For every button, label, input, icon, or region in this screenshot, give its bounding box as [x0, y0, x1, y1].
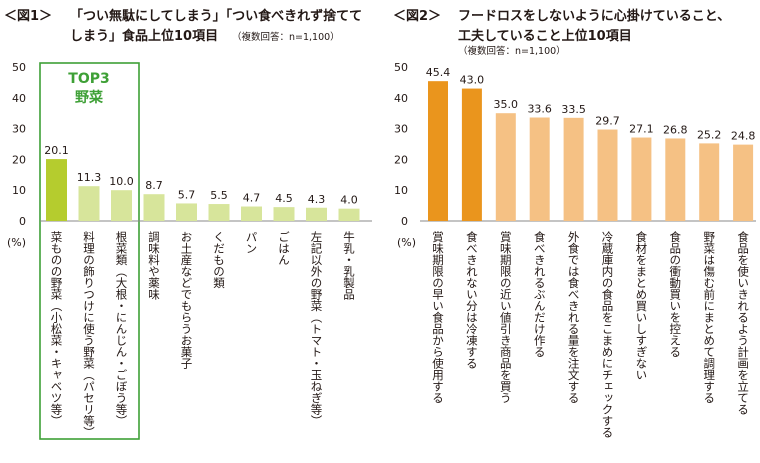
fig1-label: ＜図1＞ [4, 9, 52, 24]
fig1-y-tick: 20 [12, 153, 26, 166]
fig1-top3-label: TOP3 [68, 71, 109, 87]
fig1-category-labels: 菜ものの野菜（小松菜・キャベツ等） 料理の飾りつけに使う野菜（パセリ等） 根菜類（大… [50, 230, 357, 438]
fig1-bars [46, 159, 360, 221]
fig2-value-label: 33.5 [561, 103, 586, 116]
fig1-value-label: 4.0 [340, 194, 358, 207]
fig1-top3-frame [39, 62, 140, 440]
fig1-value-label: 8.7 [145, 179, 163, 192]
fig1-ylabel: (%) [7, 236, 26, 249]
fig2-value-label: 24.8 [731, 130, 756, 143]
fig1-category-label: くだもの類 [212, 231, 226, 289]
fig2-ylabel: (%) [397, 236, 416, 249]
fig1-value-label: 4.7 [243, 192, 261, 205]
fig2-bar [597, 129, 618, 221]
fig1-top3-sub: 野菜 [75, 89, 104, 106]
fig1-value-label: 4.5 [275, 192, 293, 205]
fig2-value-label: 35.0 [494, 98, 519, 111]
fig1-value-labels: 20.1 11.3 10.0 8.7 5.7 5.5 4.7 4.5 4.3 4.0 [44, 144, 358, 207]
fig1-y-tick: 10 [12, 184, 26, 197]
fig2-value-label: 43.0 [460, 74, 485, 87]
fig1-y-tick: 40 [12, 92, 26, 105]
fig2-category-label: 食べきれるぶんだけ作る [533, 230, 547, 357]
fig1-category-label: 調味料や薬味 [147, 230, 161, 300]
fig1-title-line2: しまう」食品上位10項目 [70, 28, 218, 44]
fig1-bar [338, 208, 360, 221]
fig2-category-label: 食べきれない分は冷凍する [465, 230, 479, 369]
fig2-category-label: 食品を使いきれるよう計画を立てる [736, 230, 750, 415]
fig2-value-label: 27.1 [629, 123, 654, 136]
fig2-y-ticks: 50 40 30 20 10 0 [394, 61, 408, 228]
fig2-category-label: 賞味期限の早い食品から使用する [431, 231, 445, 404]
fig1-category-label: 菜ものの野菜（小松菜・キャベツ等） [50, 231, 64, 427]
fig2-bar [495, 113, 516, 221]
fig2-value-label: 26.8 [663, 123, 688, 136]
fig1-bar [241, 206, 262, 221]
fig1-bar [111, 190, 132, 221]
fig1-category-label: ごはん [277, 231, 291, 266]
fig1-value-label: 20.1 [44, 144, 69, 157]
fig2-title-line2: 工夫していること上位10項目 [458, 28, 632, 44]
fig2-title-line1: フードロスをしないように心掛けていること、 [458, 8, 730, 24]
fig2-y-tick: 10 [394, 184, 408, 197]
fig2-value-label: 29.7 [595, 115, 620, 128]
fig1-bar [273, 207, 295, 221]
fig1-value-label: 10.0 [109, 175, 134, 188]
fig1-bar [176, 203, 197, 221]
fig1-category-label: 左記以外の野菜（トマト・玉ねぎ等） [310, 230, 324, 426]
fig2-bar [665, 138, 686, 221]
fig1-y-tick: 50 [12, 61, 26, 74]
fig1-y-tick: 0 [19, 215, 26, 228]
fig1-bar [46, 159, 67, 221]
fig2-note: （複数回答：n=1,100） [458, 45, 566, 57]
fig1-bar [306, 207, 327, 221]
fig2-label: ＜図2＞ [393, 9, 441, 24]
fig2-value-label: 45.4 [426, 66, 451, 79]
fig1-category-label: パン [245, 231, 259, 254]
fig2-bar [563, 117, 584, 221]
fig2-value-label: 25.2 [697, 128, 722, 141]
fig2-y-tick: 20 [394, 153, 408, 166]
fig2-bar [699, 143, 720, 221]
fig2-bar [529, 117, 550, 221]
fig1-category-label: お土産などでもらうお菓子 [180, 231, 194, 369]
fig2-y-tick: 50 [394, 61, 408, 74]
fig1-note: （複数回答：n=1,100） [232, 31, 340, 43]
fig1-value-label: 4.3 [308, 193, 326, 206]
fig1-y-ticks: 50 40 30 20 10 0 [12, 61, 26, 228]
fig2-category-label: 外食では食べきれる量を注文する [567, 231, 581, 404]
fig2-category-label: 食材をまとめ買いしすぎない [634, 230, 648, 380]
fig1-category-label: 根菜類（大根・にんじん・ごぼう等） [115, 230, 129, 426]
fig2-value-label: 33.6 [527, 103, 552, 116]
fig1-category-label: 料理の飾りつけに使う野菜（パセリ等） [82, 230, 96, 438]
fig2-category-labels: 賞味期限の早い食品から使用する 食べきれない分は冷凍する 賞味期限の近い値引き商品を… [431, 230, 750, 438]
fig1-value-label: 5.7 [178, 188, 196, 201]
fig1-category-label: 牛乳・乳製品 [342, 230, 356, 300]
fig1-bar [78, 186, 100, 221]
fig1-value-label: 11.3 [77, 171, 102, 184]
fig2-category-label: 食品の衝動買いを控える [668, 230, 682, 357]
fig2-category-label: 野菜は傷む前にまとめて調理する [702, 231, 716, 404]
fig2-bar [631, 137, 652, 221]
fig2-bar [428, 81, 448, 221]
fig2-bars [428, 81, 754, 221]
fig1-bar [143, 194, 165, 221]
fig2-y-tick: 30 [394, 123, 408, 136]
fig1-value-label: 5.5 [210, 189, 228, 202]
fig1-title-line1: 「つい無駄にしてしまう」「つい食べきれず捨てて [70, 8, 362, 24]
fig2-y-tick: 0 [401, 215, 408, 228]
fig2-category-label: 賞味期限の近い値引き商品を買う [499, 231, 513, 404]
fig1-y-tick: 30 [12, 123, 26, 136]
fig1-bar [208, 204, 230, 221]
fig2-bar [733, 144, 754, 221]
fig2-value-labels: 45.4 43.0 35.0 33.6 33.5 29.7 27.1 26.8 25.2 24.8 [426, 66, 756, 142]
fig2-category-label: 冷蔵庫内の食品をこまめにチェックする [601, 231, 615, 438]
fig2-y-tick: 40 [394, 92, 408, 105]
fig2-bar [461, 88, 482, 221]
